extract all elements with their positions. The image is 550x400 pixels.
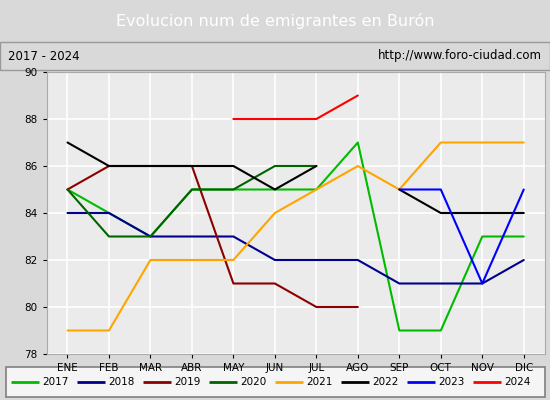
Text: 2021: 2021 xyxy=(306,377,332,387)
Text: 2024: 2024 xyxy=(504,377,530,387)
Text: http://www.foro-ciudad.com: http://www.foro-ciudad.com xyxy=(378,50,542,62)
FancyBboxPatch shape xyxy=(6,367,544,397)
Text: 2018: 2018 xyxy=(108,377,134,387)
Text: 2022: 2022 xyxy=(372,377,398,387)
Text: Evolucion num de emigrantes en Burón: Evolucion num de emigrantes en Burón xyxy=(116,13,435,29)
Text: 2017 - 2024: 2017 - 2024 xyxy=(8,50,80,62)
Text: 2019: 2019 xyxy=(174,377,200,387)
Text: 2023: 2023 xyxy=(438,377,464,387)
Text: 2020: 2020 xyxy=(240,377,266,387)
Text: 2017: 2017 xyxy=(42,377,68,387)
